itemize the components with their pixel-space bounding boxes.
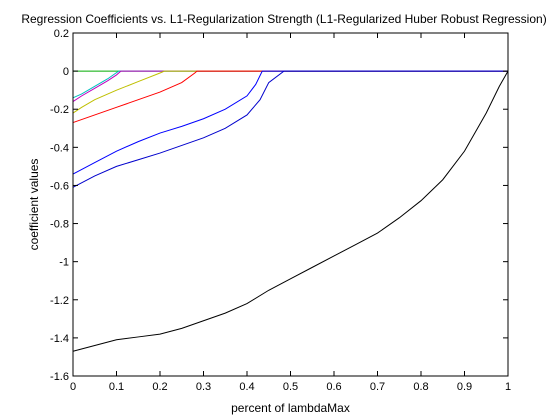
y-tick-label: -0.6 [50, 180, 69, 192]
series-layer [72, 70, 509, 352]
x-tick-label: 0.8 [413, 381, 428, 393]
x-tick-label: 0.9 [457, 381, 472, 393]
x-tick-label: 0.5 [283, 381, 298, 393]
series-line-7 [72, 70, 508, 188]
y-axis-title: coefficient values [27, 159, 41, 251]
x-tick-label: 0.3 [196, 381, 211, 393]
x-tick-label: 0.4 [239, 381, 254, 393]
series-line-3 [72, 70, 508, 103]
x-tick-label: 0.1 [109, 381, 124, 393]
plot-area [73, 33, 508, 376]
y-tick-label: -1.4 [50, 333, 69, 345]
y-tick-label: -1 [59, 257, 69, 269]
ticks-layer: 0 0.1 0.2 0.3 0.4 0.5 0.6 0.7 0.8 0.9 1 0.2 0 -0.2 -0.… [50, 28, 511, 393]
x-tick-label: 0.7 [370, 381, 385, 393]
series-line-5 [72, 70, 508, 124]
series-line-4 [72, 70, 508, 114]
y-tick-label: 0.2 [54, 28, 69, 40]
y-tick-label: -0.2 [50, 104, 69, 116]
y-tick-label: -0.4 [50, 142, 69, 154]
x-axis-title: percent of lambdaMax [231, 401, 350, 415]
y-tick-label: -1.6 [50, 371, 69, 383]
x-tick-label: 0.2 [152, 381, 167, 393]
y-tick-label: -1.2 [50, 295, 69, 307]
y-tick-label: 0 [63, 66, 69, 78]
x-tick-label: 1 [505, 381, 511, 393]
series-line-8 [72, 70, 509, 352]
series-line-6 [72, 70, 508, 175]
x-tick-label: 0 [70, 381, 76, 393]
chart-title: Regression Coefficients vs. L1-Regulariz… [21, 12, 546, 26]
x-tick-label: 0.6 [326, 381, 341, 393]
y-tick-label: -0.8 [50, 219, 69, 231]
